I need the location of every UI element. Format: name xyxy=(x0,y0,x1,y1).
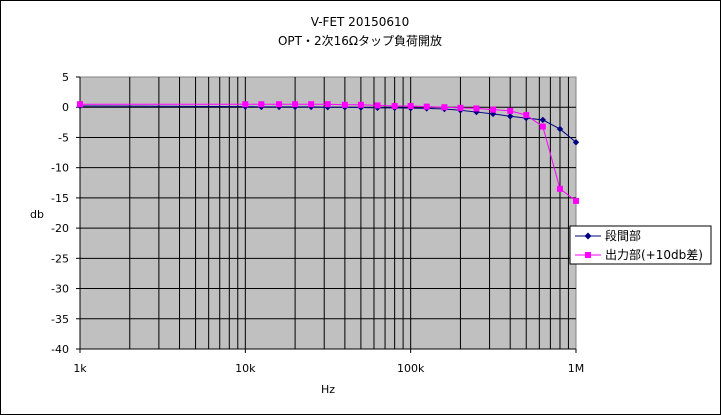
data-point-series-2 xyxy=(423,103,430,110)
data-point-series-2 xyxy=(507,107,514,114)
series-line-2 xyxy=(80,103,577,202)
x-tick-label: 100k xyxy=(397,362,425,375)
data-point-series-2 xyxy=(374,102,381,109)
data-point-series-2 xyxy=(441,104,448,111)
x-axis: 1k 10k 100k 1M xyxy=(73,348,585,375)
data-point-series-2 xyxy=(324,101,331,108)
data-point-series-2 xyxy=(473,105,480,112)
plot-area xyxy=(79,76,577,350)
data-point-series-1 xyxy=(572,139,580,146)
legend-label-series-2: 出力部(+10db差) xyxy=(605,247,703,262)
data-point-series-2 xyxy=(292,101,299,108)
legend-marker-series-2 xyxy=(585,252,591,258)
data-point-series-2 xyxy=(341,101,348,108)
y-tick-label: -20 xyxy=(51,222,69,235)
x-axis-label: Hz xyxy=(321,383,335,396)
data-point-series-1 xyxy=(539,116,547,124)
legend-marker-series-1 xyxy=(584,232,592,240)
data-point-series-2 xyxy=(308,101,315,108)
data-point-series-2 xyxy=(573,197,579,204)
legend: 段間部 出力部(+10db差) xyxy=(569,225,712,265)
y-tick-label: 5 xyxy=(62,71,69,84)
x-tick-label: 1M xyxy=(568,362,585,375)
y-tick-label: -5 xyxy=(58,131,69,144)
y-tick-label: -35 xyxy=(51,313,69,326)
data-point-series-2 xyxy=(539,123,546,130)
data-point-series-1 xyxy=(556,125,564,133)
y-axis-label: db xyxy=(30,208,44,221)
data-point-series-1 xyxy=(507,113,514,120)
y-axis: 5 0 -5 -10 -15 -20 -25 -30 -35 -40 xyxy=(51,71,81,356)
y-tick-label: 0 xyxy=(62,101,69,114)
data-point-series-2 xyxy=(391,103,398,110)
data-point-series-2 xyxy=(490,106,497,113)
data-point-series-2 xyxy=(357,101,364,108)
data-point-series-2 xyxy=(242,101,249,108)
series-markers xyxy=(76,101,580,204)
series-line-1 xyxy=(79,105,577,143)
legend-box xyxy=(569,225,712,265)
x-tick-label: 10k xyxy=(235,362,256,375)
chart-subtitle: OPT・2次16Ωタップ負荷開放 xyxy=(278,33,442,48)
data-point-series-2 xyxy=(276,101,283,108)
y-tick-label: -10 xyxy=(51,162,69,175)
legend-label-series-1: 段間部 xyxy=(605,228,641,243)
y-tick-label: -30 xyxy=(51,283,69,296)
data-point-series-2 xyxy=(77,101,83,108)
y-tick-label: -40 xyxy=(51,343,69,356)
data-point-series-2 xyxy=(407,103,414,110)
data-point-series-2 xyxy=(457,104,464,111)
x-tick-label: 1k xyxy=(73,362,87,375)
grid-lines xyxy=(80,77,576,349)
data-point-series-2 xyxy=(258,101,265,108)
data-point-series-2 xyxy=(523,112,530,119)
chart-title: V-FET 20150610 xyxy=(311,15,410,29)
data-point-series-2 xyxy=(556,185,563,192)
series-lines xyxy=(79,103,577,202)
y-tick-label: -15 xyxy=(51,192,69,205)
y-tick-label: -25 xyxy=(51,252,69,265)
